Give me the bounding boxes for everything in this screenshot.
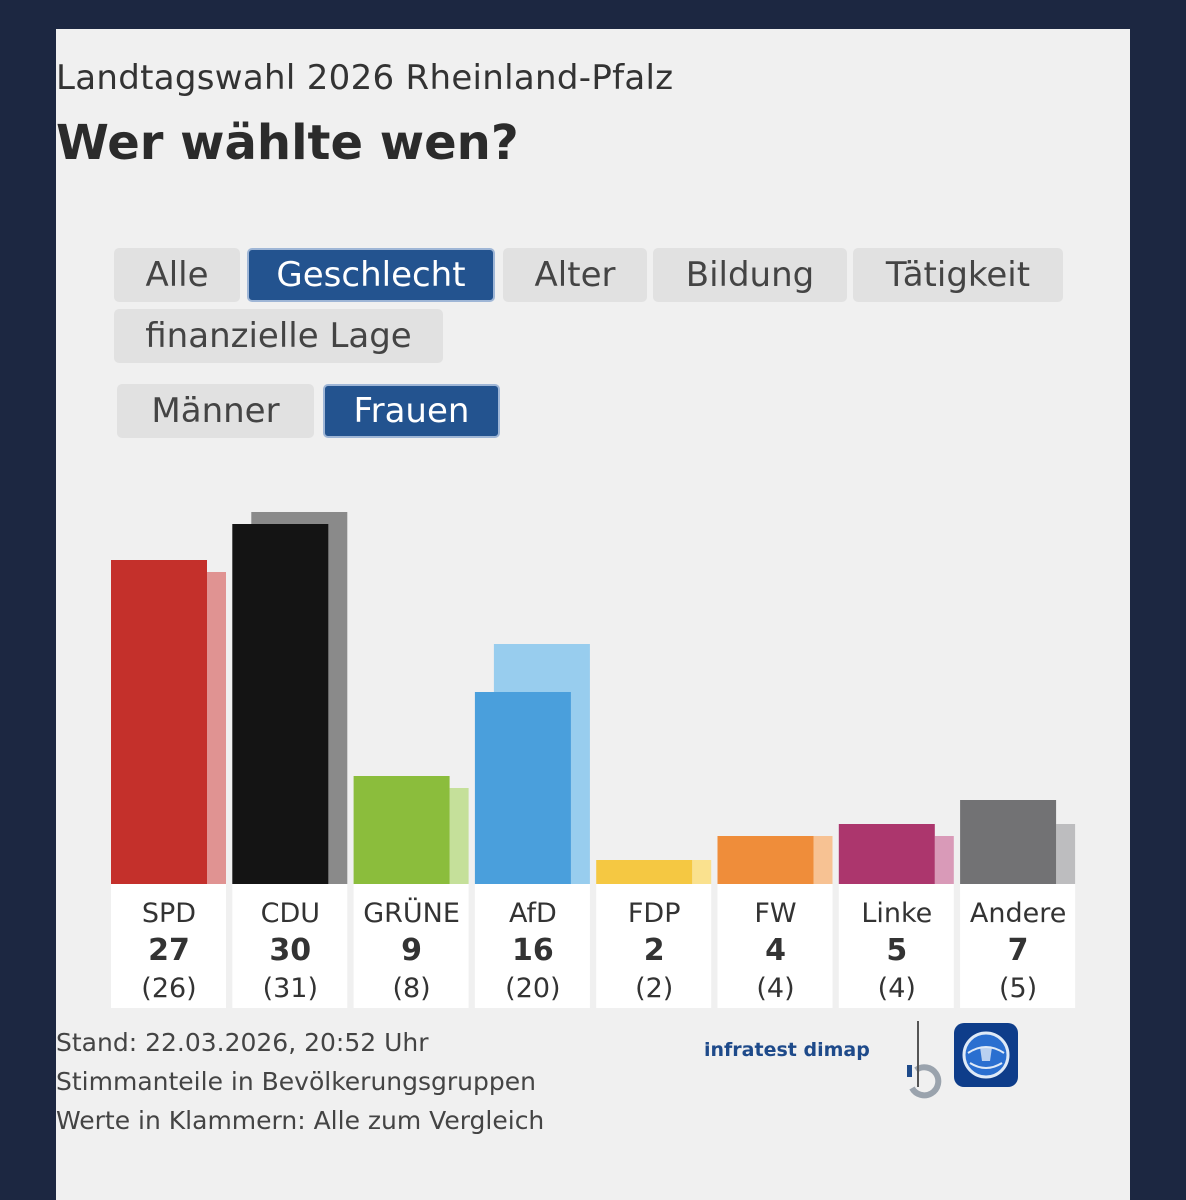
label-box-fw [717, 884, 833, 1008]
bar-compare-fdp [692, 860, 712, 884]
tab-alle[interactable]: Alle [114, 248, 240, 302]
infratest-logo-icon [907, 1064, 942, 1099]
bar-spd [111, 560, 207, 884]
bar-compare-andere [1056, 824, 1076, 884]
label-box-cdu [232, 884, 348, 1008]
compare-label-cdu: (31) [263, 973, 318, 1004]
compare-label-spd: (26) [141, 973, 196, 1004]
bar-fw [717, 836, 814, 884]
tab-bildung[interactable]: Bildung [653, 248, 847, 302]
footer-comparison-note: Werte in Klammern: Alle zum Vergleich [56, 1106, 545, 1135]
category-label-cdu: CDU [261, 898, 320, 929]
compare-label-andere: (5) [999, 973, 1037, 1004]
tab-geschlecht[interactable]: Geschlecht [247, 248, 495, 302]
bar-compare-linke [934, 836, 954, 884]
compare-label-linke: (4) [878, 973, 916, 1004]
tagesschau-globe-icon [954, 1023, 1018, 1087]
category-label-fdp: FDP [628, 898, 681, 929]
value-label-spd: 27 [148, 933, 190, 968]
category-label-linke: Linke [861, 898, 932, 929]
chart-subtitle: Landtagswahl 2026 Rheinland-Pfalz [56, 58, 674, 98]
infratest-label: infratest dimap [704, 1039, 870, 1061]
tab-alter[interactable]: Alter [503, 248, 647, 302]
chart-title: Wer wählte wen? [56, 115, 519, 171]
category-label-grne: GRÜNE [363, 897, 460, 929]
group-frauen[interactable]: Frauen [323, 384, 500, 438]
tab-finanzielle-lage[interactable]: finanzielle Lage [114, 309, 443, 363]
category-label-fw: FW [754, 898, 796, 929]
label-box-grne [353, 884, 469, 1008]
bar-andere [960, 800, 1057, 884]
value-label-fdp: 2 [644, 933, 665, 968]
logo-divider [917, 1021, 919, 1087]
bar-compare-spd [207, 572, 226, 884]
bar-linke [838, 824, 935, 884]
label-box-spd [111, 884, 226, 1008]
value-label-cdu: 30 [269, 933, 311, 968]
compare-label-grne: (8) [392, 973, 430, 1004]
compare-label-fw: (4) [756, 973, 794, 1004]
value-label-afd: 16 [512, 933, 554, 968]
label-box-andere [960, 884, 1076, 1008]
value-label-grne: 9 [401, 933, 422, 968]
bar-grne [353, 776, 450, 884]
bar-fdp [596, 860, 693, 884]
compare-label-afd: (20) [505, 973, 560, 1004]
infratest-dimap-logo: infratest dimap [704, 1039, 870, 1061]
group-maenner[interactable]: Männer [117, 384, 314, 438]
bar-cdu [232, 524, 329, 884]
value-label-linke: 5 [886, 933, 907, 968]
category-label-spd: SPD [142, 898, 196, 929]
bar-afd [474, 692, 571, 884]
footer-stand: Stand: 22.03.2026, 20:52 Uhr [56, 1028, 429, 1057]
compare-label-fdp: (2) [635, 973, 673, 1004]
label-box-fdp [596, 884, 712, 1008]
bar-compare-grne [449, 788, 469, 884]
label-box-afd [474, 884, 590, 1008]
category-label-afd: AfD [509, 898, 557, 929]
tab-taetigkeit[interactable]: Tätigkeit [853, 248, 1063, 302]
category-label-andere: Andere [970, 898, 1066, 929]
value-label-andere: 7 [1008, 933, 1029, 968]
footer-description: Stimmanteile in Bevölkerungsgruppen [56, 1067, 536, 1096]
value-label-fw: 4 [765, 933, 786, 968]
bar-compare-fw [813, 836, 833, 884]
label-box-linke [838, 884, 954, 1008]
